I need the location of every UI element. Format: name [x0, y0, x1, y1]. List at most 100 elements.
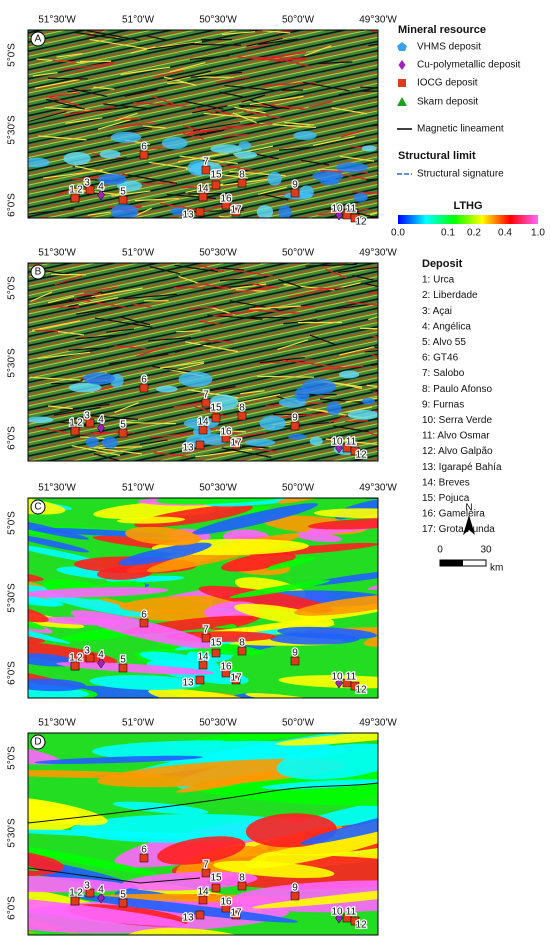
lineament — [173, 362, 205, 371]
lineament — [352, 191, 378, 194]
lineament — [177, 152, 229, 163]
deposit-number: 3 — [84, 178, 90, 189]
deposit-number: 16 — [220, 427, 232, 438]
blob — [313, 508, 378, 519]
blob — [293, 594, 378, 616]
lineament — [97, 119, 131, 130]
blob — [261, 779, 378, 790]
lineament — [54, 186, 79, 197]
panel-frame — [27, 29, 379, 219]
blob — [157, 836, 246, 865]
deposit-number: 15 — [210, 403, 222, 414]
lon-tick-label: 50°0'W — [282, 248, 315, 259]
deposit-item: 4: Angélica — [422, 321, 471, 332]
blob — [118, 542, 212, 566]
iocg-marker — [70, 426, 80, 436]
lon-tick-label: 49°30'W — [359, 15, 397, 26]
lineament — [123, 293, 178, 300]
lineament — [305, 263, 357, 267]
lon-tick-label: 50°0'W — [282, 718, 315, 729]
lineament — [65, 117, 103, 124]
lineament — [249, 56, 306, 59]
deposit-item: 13: Igarapé Bahía — [422, 462, 502, 473]
lineament — [307, 365, 364, 372]
lineament — [368, 43, 378, 47]
patch — [309, 436, 323, 446]
lineament — [199, 339, 235, 343]
lineament — [277, 339, 309, 351]
lineament — [176, 330, 201, 333]
lineament — [163, 76, 197, 86]
lineament — [333, 425, 369, 433]
lineament — [246, 37, 283, 47]
patch — [278, 205, 292, 218]
colorbar-tick: 1.0 — [531, 228, 545, 239]
lineament — [241, 445, 269, 449]
blob — [28, 611, 71, 644]
deposit-number: 2 — [77, 418, 83, 429]
lineament — [112, 121, 156, 129]
panel-badge — [30, 31, 46, 47]
cu-marker — [335, 912, 343, 924]
iocg-marker — [70, 193, 80, 203]
lineament — [192, 122, 241, 132]
panel-label: A — [35, 34, 42, 45]
legend-item: Cu-polymetallic deposit — [417, 60, 521, 71]
lineament — [133, 102, 190, 108]
lineament — [179, 155, 238, 165]
deposit-number: 6 — [141, 142, 147, 153]
lineament — [325, 268, 347, 279]
lineament — [274, 421, 334, 428]
iocg-marker — [118, 428, 128, 438]
lon-tick-label: 49°30'W — [359, 248, 397, 259]
lineament — [253, 448, 277, 453]
deposit-number: 12 — [355, 217, 367, 228]
deposit-number: 16 — [220, 662, 232, 673]
deposit-number: 9 — [292, 180, 298, 191]
lineament — [302, 81, 350, 92]
deposit-number: 9 — [292, 413, 298, 424]
lineament — [83, 286, 118, 294]
iocg-marker — [231, 675, 241, 685]
deposit-number: 14 — [197, 652, 209, 663]
patch — [83, 372, 116, 385]
blob — [402, 678, 517, 721]
lineament — [217, 267, 245, 271]
lineament — [64, 105, 115, 116]
deposit-number: 1 — [69, 418, 75, 429]
lineament — [345, 301, 378, 306]
lineament — [74, 31, 125, 41]
deposit-number: 17 — [230, 438, 242, 449]
lineament — [215, 76, 250, 84]
deposit-number: 13 — [182, 913, 194, 924]
blob — [192, 503, 319, 535]
lineament — [375, 268, 378, 270]
blob — [245, 692, 328, 698]
blob — [122, 871, 258, 891]
iocg-marker — [198, 895, 208, 905]
lineament — [285, 359, 344, 369]
lineament — [340, 129, 365, 138]
lineament — [232, 112, 257, 124]
lineament — [74, 298, 126, 309]
lon-tick-label: 49°30'W — [359, 718, 397, 729]
lineament — [243, 110, 282, 120]
deposit-number: 12 — [355, 450, 367, 461]
patch — [361, 145, 377, 152]
lineament — [47, 295, 75, 304]
lon-tick-label: 50°0'W — [282, 15, 315, 26]
iocg-marker — [118, 898, 128, 908]
blob — [0, 636, 2, 657]
lineament — [45, 95, 80, 107]
deposit-number: 15 — [210, 638, 222, 649]
lineament — [29, 376, 81, 381]
lineament — [174, 342, 211, 353]
deposit-item: 10: Serra Verde — [422, 415, 492, 426]
blob — [28, 895, 186, 927]
lineament — [222, 31, 256, 36]
lineament — [359, 327, 378, 330]
lineament — [338, 266, 378, 273]
deposit-number: 4 — [98, 415, 104, 426]
cu-marker — [97, 422, 105, 434]
